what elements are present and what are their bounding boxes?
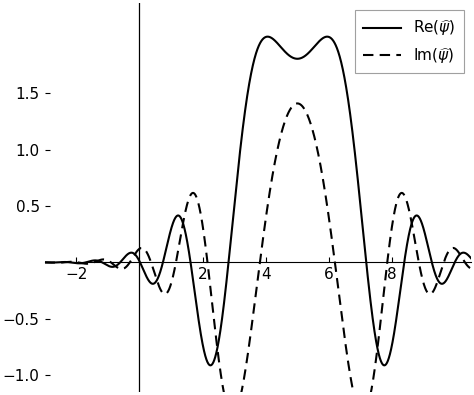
Re($\widehat{\psi}$) [382, 363, 387, 368]
Re($\widehat{\psi}$) [265, 34, 271, 39]
Im($\widehat{\psi}$) [294, 101, 300, 106]
Re($\widehat{\psi}$) [313, 43, 319, 47]
Re($\widehat{\psi}$) [294, 56, 300, 61]
Im($\widehat{\psi}$) [313, 140, 319, 145]
Im($\widehat{\psi}$) [63, 260, 69, 265]
Line: Im($\widehat{\psi}$): Im($\widehat{\psi}$) [45, 103, 471, 395]
Legend: Re($\widehat{\psi}$), Im($\widehat{\psi}$): Re($\widehat{\psi}$), Im($\widehat{\psi}… [356, 10, 464, 73]
Re($\widehat{\psi}$) [358, 207, 364, 212]
Re($\widehat{\psi}$) [63, 260, 69, 264]
Re($\widehat{\psi}$) [468, 256, 474, 261]
Line: Re($\widehat{\psi}$): Re($\widehat{\psi}$) [45, 37, 471, 365]
Im($\widehat{\psi}$) [294, 101, 300, 106]
Re($\widehat{\psi}$) [381, 363, 386, 368]
Im($\widehat{\psi}$) [468, 266, 474, 271]
Im($\widehat{\psi}$) [42, 260, 47, 265]
Im($\widehat{\psi}$) [196, 203, 202, 208]
Im($\widehat{\psi}$) [381, 291, 387, 295]
Re($\widehat{\psi}$) [42, 260, 47, 265]
Re($\widehat{\psi}$) [196, 320, 202, 325]
